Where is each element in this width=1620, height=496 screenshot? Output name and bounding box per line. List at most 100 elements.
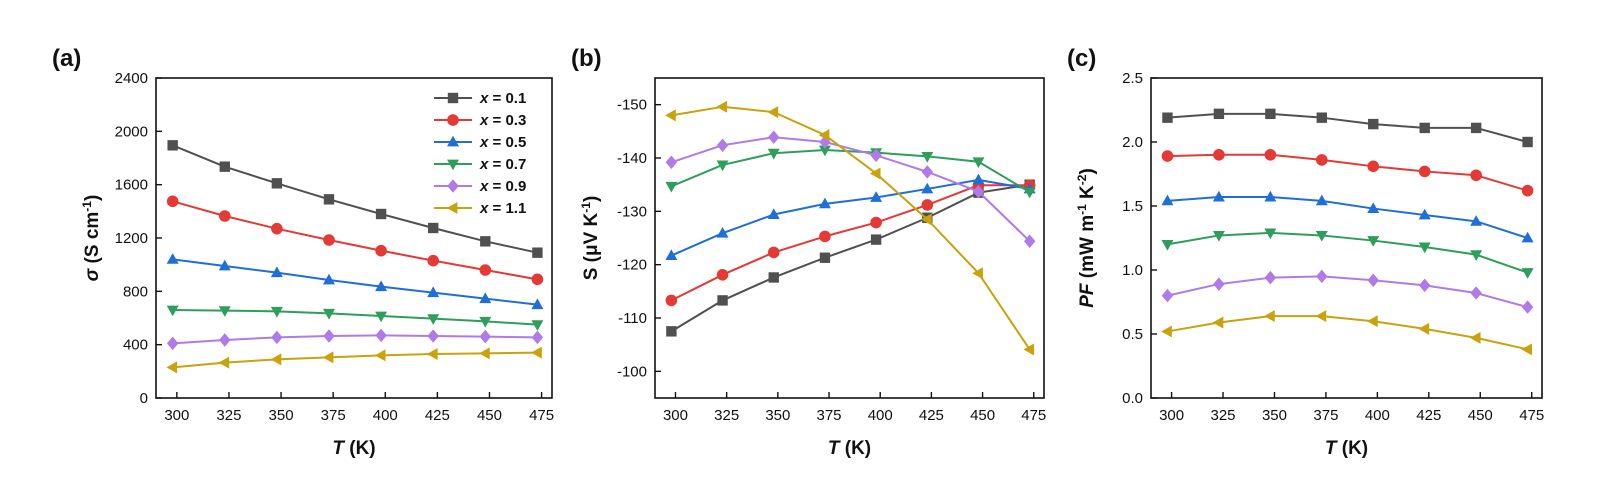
x-tick-label: 425 bbox=[425, 407, 450, 424]
series-x=0.9 bbox=[1161, 269, 1534, 314]
y-tick-label: -150 bbox=[617, 97, 647, 114]
y-tick-label: 2000 bbox=[115, 123, 148, 140]
data-point bbox=[1470, 215, 1483, 226]
series-x=0.9 bbox=[665, 130, 1036, 248]
x-axis-title: T (K) bbox=[828, 438, 871, 459]
data-point bbox=[1368, 118, 1379, 130]
y-tick-label: 1200 bbox=[115, 230, 148, 247]
data-point bbox=[322, 351, 334, 364]
data-point bbox=[166, 195, 179, 208]
x-tick-label: 325 bbox=[1211, 407, 1236, 424]
data-point bbox=[531, 298, 544, 310]
data-point bbox=[1161, 325, 1172, 338]
data-point bbox=[374, 349, 386, 362]
data-point bbox=[323, 329, 335, 343]
series-line bbox=[670, 178, 1030, 257]
series-line bbox=[1167, 231, 1528, 274]
legend-label: x = 1.1 bbox=[479, 200, 526, 217]
x-tick-label: 475 bbox=[1021, 407, 1046, 424]
data-point bbox=[716, 269, 729, 281]
series-line bbox=[1167, 315, 1528, 351]
plot-frame bbox=[654, 77, 1045, 399]
y-tick-label: -100 bbox=[617, 363, 647, 380]
data-point bbox=[665, 155, 678, 170]
data-point bbox=[1315, 310, 1327, 323]
series-x=0.1 bbox=[666, 179, 1035, 337]
data-point bbox=[1161, 288, 1174, 303]
series-line bbox=[172, 144, 538, 254]
data-point bbox=[1470, 122, 1482, 134]
data-point bbox=[921, 182, 934, 194]
y-axis-title: σ (S cm-1) bbox=[80, 195, 103, 282]
y-tick-label: 1.0 bbox=[1122, 262, 1143, 279]
data-point bbox=[1418, 208, 1431, 220]
x-tick-label: 450 bbox=[1468, 407, 1493, 424]
data-point bbox=[818, 129, 830, 142]
data-point bbox=[1213, 277, 1225, 291]
series-x=0.7 bbox=[166, 305, 544, 331]
x-tick-label: 425 bbox=[919, 407, 944, 424]
data-point bbox=[1521, 231, 1534, 243]
data-point bbox=[1264, 270, 1277, 285]
data-point bbox=[323, 194, 335, 205]
data-point bbox=[1315, 231, 1328, 242]
series-x=0.3 bbox=[1161, 149, 1534, 197]
data-point bbox=[1469, 331, 1481, 344]
legend-label: x = 0.5 bbox=[479, 134, 526, 151]
data-point bbox=[218, 259, 231, 271]
data-point bbox=[972, 157, 985, 168]
data-point bbox=[427, 314, 440, 325]
data-point bbox=[1470, 169, 1482, 182]
data-point bbox=[818, 197, 831, 209]
data-point bbox=[819, 230, 831, 243]
x-axis-title: T (K) bbox=[1325, 438, 1368, 459]
y-tick-label: 0 bbox=[140, 390, 148, 407]
x-tick-label: 400 bbox=[373, 407, 398, 424]
data-point bbox=[166, 336, 179, 351]
data-point bbox=[819, 135, 831, 149]
data-point bbox=[323, 234, 335, 246]
data-point bbox=[869, 167, 881, 180]
data-point bbox=[1367, 160, 1380, 173]
data-point bbox=[717, 295, 728, 306]
x-axis-title: T (K) bbox=[332, 438, 375, 459]
data-point bbox=[972, 173, 985, 185]
series-line bbox=[172, 258, 538, 306]
y-tick-label: 2400 bbox=[115, 70, 148, 87]
data-point bbox=[1316, 112, 1328, 123]
x-tick-label: 325 bbox=[216, 407, 241, 424]
data-point bbox=[768, 130, 780, 144]
data-point bbox=[1418, 165, 1431, 178]
data-point bbox=[870, 148, 882, 163]
x-tick-label: 475 bbox=[1519, 407, 1544, 424]
data-point bbox=[1162, 112, 1173, 123]
data-point bbox=[1418, 278, 1431, 293]
series-x=0.3 bbox=[665, 179, 1036, 307]
series-line bbox=[671, 136, 1031, 242]
y-tick-label: -120 bbox=[617, 257, 647, 274]
data-point bbox=[716, 226, 729, 238]
x-tick-label: 450 bbox=[970, 407, 995, 424]
data-point bbox=[479, 264, 492, 276]
legend: x = 0.1 x = 0.3 x = 0.5 x = 0.7 x = 0.9 x = 1… bbox=[434, 90, 526, 217]
series-line bbox=[671, 105, 1031, 351]
data-point bbox=[818, 145, 831, 157]
x-tick-label: 325 bbox=[714, 407, 739, 424]
y-tick-label: 0.0 bbox=[1122, 390, 1143, 407]
data-point bbox=[1367, 273, 1379, 287]
data-point bbox=[1264, 228, 1277, 240]
data-point bbox=[479, 292, 492, 304]
y-tick-label: 800 bbox=[123, 283, 148, 300]
data-point bbox=[1023, 234, 1036, 248]
data-point bbox=[1419, 122, 1430, 134]
legend-label: x = 0.7 bbox=[479, 156, 526, 173]
series-line bbox=[172, 334, 538, 345]
x-tick-label: 350 bbox=[1262, 407, 1287, 424]
data-point bbox=[1161, 239, 1174, 251]
y-tick-label: 400 bbox=[123, 337, 148, 354]
data-point bbox=[167, 140, 178, 151]
data-point bbox=[375, 311, 388, 323]
data-point bbox=[323, 273, 335, 285]
y-axis-title: S (μV K-1) bbox=[579, 196, 602, 281]
